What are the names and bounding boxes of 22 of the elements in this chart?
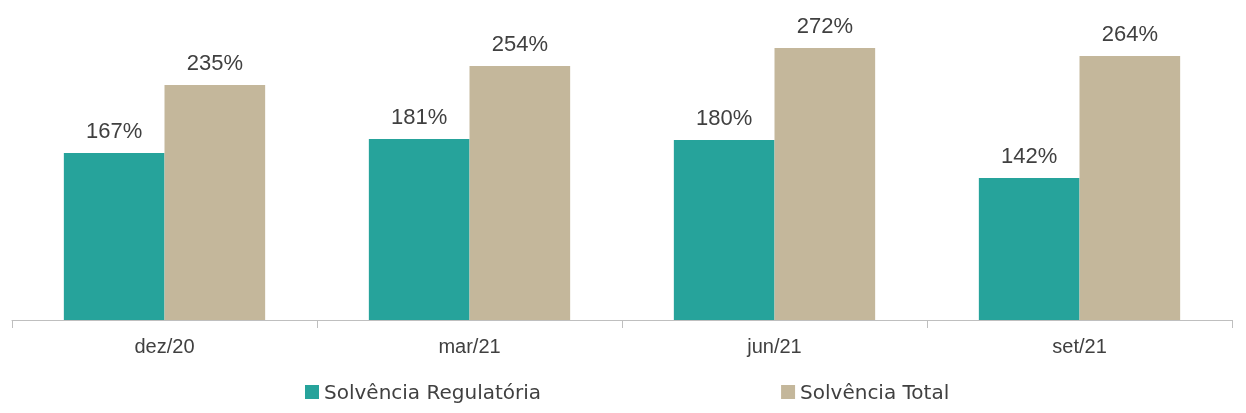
x-tick-label: dez/20 bbox=[134, 335, 195, 357]
data-label: 264% bbox=[1101, 20, 1158, 46]
data-label: 167% bbox=[86, 117, 143, 143]
x-tick-label: set/21 bbox=[1052, 335, 1107, 357]
data-label: 235% bbox=[186, 49, 243, 75]
data-label: 180% bbox=[696, 104, 753, 130]
legend-label: Solvência Total bbox=[800, 380, 950, 404]
bar bbox=[63, 153, 165, 320]
bar bbox=[978, 178, 1080, 320]
data-label: 181% bbox=[391, 103, 448, 129]
x-tick-label: jun/21 bbox=[746, 335, 802, 357]
bar bbox=[469, 66, 571, 320]
data-label: 254% bbox=[491, 30, 548, 56]
legend-label: Solvência Regulatória bbox=[324, 380, 542, 404]
data-label: 142% bbox=[1001, 142, 1058, 168]
bar bbox=[368, 139, 470, 320]
bar bbox=[774, 48, 876, 320]
bar bbox=[673, 140, 775, 320]
data-label: 272% bbox=[796, 12, 853, 38]
bar bbox=[164, 85, 266, 320]
bar bbox=[1079, 56, 1181, 320]
x-tick-label: mar/21 bbox=[438, 335, 501, 357]
